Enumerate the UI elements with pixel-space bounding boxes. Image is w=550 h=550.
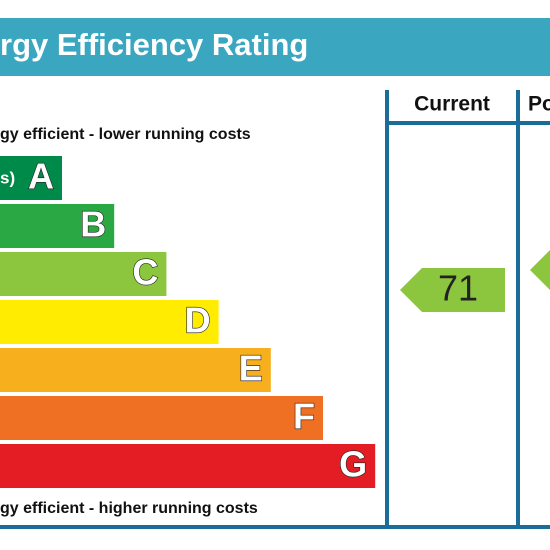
current-arrow bbox=[400, 268, 505, 312]
band-range: s) bbox=[0, 168, 15, 187]
current-rating: 71 bbox=[438, 268, 478, 309]
title-bar bbox=[0, 18, 550, 76]
column-header: Po bbox=[528, 93, 550, 116]
band bbox=[0, 252, 167, 296]
band bbox=[0, 444, 376, 488]
band-letter: A bbox=[28, 156, 54, 197]
band-letter: E bbox=[239, 348, 263, 389]
band-letter: C bbox=[132, 252, 158, 293]
column-header: Current bbox=[414, 93, 490, 116]
potential-arrow bbox=[530, 250, 550, 290]
band bbox=[0, 156, 62, 200]
band bbox=[0, 204, 115, 248]
top-note: gy efficient - lower running costs bbox=[0, 126, 251, 143]
band-letter: G bbox=[339, 444, 367, 485]
bottom-note: gy efficient - higher running costs bbox=[0, 500, 258, 517]
band bbox=[0, 396, 323, 440]
band-letter: D bbox=[185, 300, 211, 341]
band bbox=[0, 300, 219, 344]
band-letter: F bbox=[293, 396, 315, 437]
band bbox=[0, 348, 271, 392]
title: rgy Efficiency Rating bbox=[0, 27, 308, 62]
band-letter: B bbox=[80, 204, 106, 245]
